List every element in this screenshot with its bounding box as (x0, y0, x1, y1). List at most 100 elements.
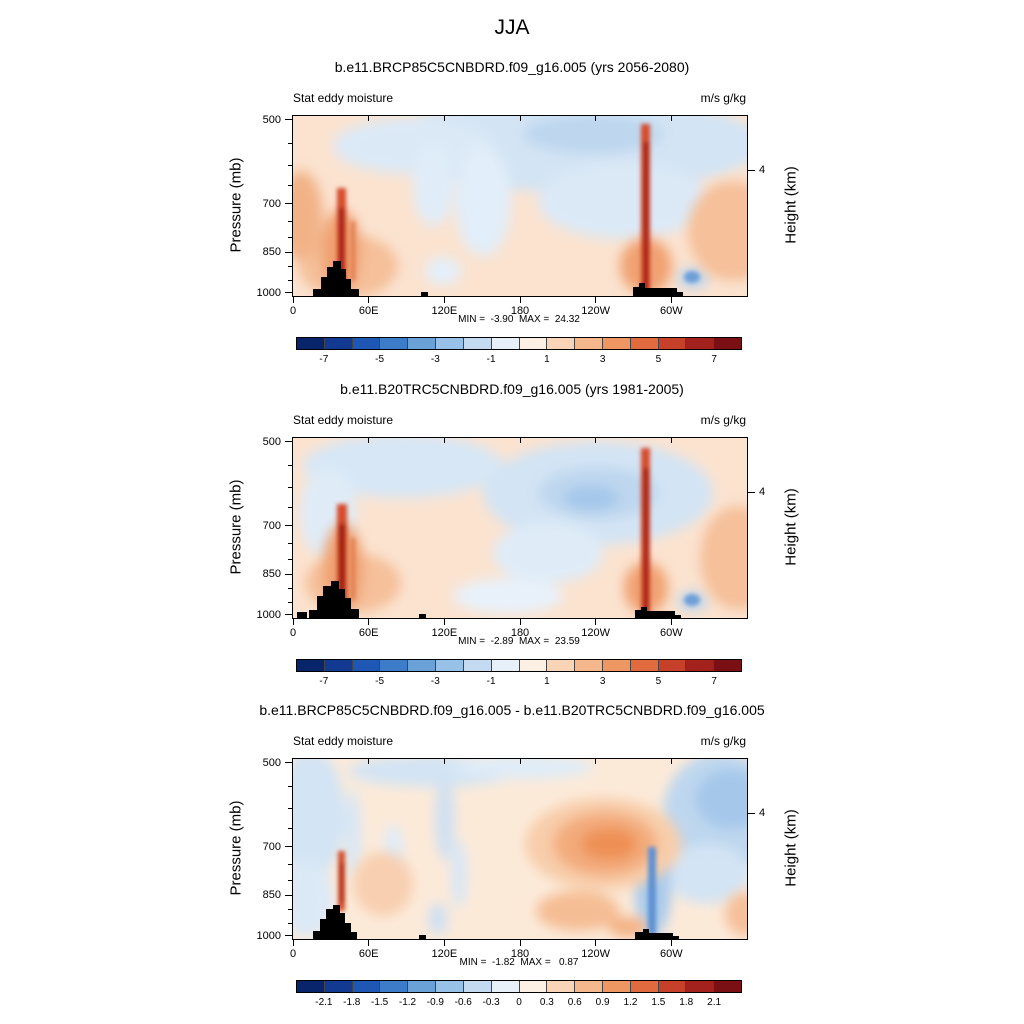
cool-regions (293, 759, 747, 937)
colorbar-segment (686, 981, 715, 992)
colorbar-segment (436, 338, 464, 349)
colorbar-tick-label: 1.8 (679, 997, 694, 1008)
colorbar-segment (630, 338, 659, 349)
colorbar-labels: -7 -5 -3 -1 1 3 5 7 (296, 676, 742, 690)
units-label: m/s g/kg (700, 413, 746, 427)
y-axis-minor-tick (288, 279, 292, 281)
colorbar-segment (491, 981, 520, 992)
colorbar-tick-label: 0 (516, 997, 522, 1008)
colorbar-segment (602, 660, 631, 671)
panel-title: b.e11.BRCP85C5CNBDRD.f09_g16.005 (yrs 20… (334, 59, 690, 75)
field-label: Stat eddy moisture (293, 91, 394, 105)
x-axis-tick (519, 939, 521, 946)
pressure-axis-label: Pressure (mb) (227, 800, 245, 896)
colorbar-segment (436, 981, 464, 992)
colorbar-tick-label: -5 (375, 676, 385, 687)
height-axis-tick-label: 4 (759, 164, 766, 176)
x-axis-tick (292, 296, 294, 303)
x-axis-tick-label: 60W (660, 948, 683, 960)
colorbar-segment (630, 660, 659, 671)
contour-field (293, 438, 747, 618)
y-axis-tick-label: 850 (262, 568, 281, 581)
x-axis-tick (519, 296, 521, 303)
y-axis-minor-tick (288, 558, 292, 560)
min-max-label: MIN = -3.90 MAX = 24.32 (458, 314, 580, 325)
colorbar-segment (714, 660, 741, 671)
height-axis-tick (748, 491, 755, 493)
x-axis-tick (443, 296, 445, 303)
colorbar-segment (575, 338, 603, 349)
colorbar-segment (658, 338, 687, 349)
colorbar-segment (519, 981, 548, 992)
colorbar (296, 659, 742, 672)
height-axis-tick-label: 4 (759, 807, 766, 819)
x-axis-tick-label: 0 (289, 627, 297, 639)
y-axis-tick-label: 850 (262, 246, 281, 259)
y-axis-minor-tick (288, 507, 292, 509)
colorbar-segment (324, 338, 353, 349)
y-axis-minor-tick (288, 236, 292, 238)
colorbar-segment (714, 981, 741, 992)
y-axis-tick-label: 500 (262, 113, 281, 126)
colorbar-segment (324, 981, 353, 992)
colorbar-segment (602, 338, 631, 349)
colorbar-tick-label: 1 (544, 676, 550, 687)
colorbar-segment (463, 338, 492, 349)
colorbar-segment (491, 338, 520, 349)
height-axis-tick-label: 4 (759, 486, 766, 498)
y-axis-tick-label: 500 (262, 435, 281, 448)
x-axis-tick-label: 120E (431, 305, 458, 317)
colorbar-tick-label: -7 (319, 354, 329, 365)
height-axis-label: Height (km) (782, 488, 800, 566)
y-axis-tick-label: 700 (262, 519, 281, 532)
y-axis-tick-label: 500 (262, 756, 281, 769)
y-axis-minor-tick (288, 185, 292, 187)
colorbar-tick-label: -0.3 (482, 997, 500, 1008)
x-axis-tick-label: 120W (581, 627, 611, 639)
y-axis-tick-label: 700 (262, 197, 281, 210)
colorbar-segment (686, 660, 715, 671)
height-axis-tick (748, 169, 755, 171)
colorbar-segment (519, 338, 548, 349)
x-axis-tick-label: 60W (660, 305, 683, 317)
x-axis-top-tick (670, 759, 672, 764)
x-axis-tick-label: 120E (431, 627, 458, 639)
colorbar-tick-label: -7 (319, 676, 329, 687)
plot-area: 500 700 850 1000 0 60E 120E 180 120W 60W 4 (257, 757, 766, 960)
colorbar-segment (297, 660, 325, 671)
x-axis-tick (292, 939, 294, 946)
colorbar-segment (297, 338, 325, 349)
y-axis-minor-tick (288, 828, 292, 830)
x-axis-tick-label: 180 (510, 305, 530, 317)
y-axis-tick-label: 1000 (256, 608, 281, 621)
colorbar-segment (380, 660, 409, 671)
x-axis-top-tick (368, 116, 370, 121)
panel-title: b.e11.B20TRC5CNBDRD.f09_g16.005 (yrs 198… (340, 381, 684, 397)
y-axis-minor-tick (288, 220, 292, 222)
colorbar-tick-label: 0.6 (567, 997, 582, 1008)
x-axis-top-tick (443, 759, 445, 764)
colorbar-tick-label: -1.2 (398, 997, 417, 1008)
y-axis-tick (285, 292, 292, 294)
colorbar-labels: -7 -5 -3 -1 1 3 5 7 (296, 354, 742, 368)
plot-area: 500 700 850 1000 0 60E 120E 180 120W 60W 4 (257, 114, 766, 317)
y-axis-tick (285, 846, 292, 848)
x-axis-tick (443, 939, 445, 946)
x-axis-tick (595, 939, 597, 946)
x-axis-tick-label: 60W (660, 627, 683, 639)
y-axis-minor-tick (288, 922, 292, 924)
colorbar-segment (575, 660, 603, 671)
cool-regions (333, 116, 747, 289)
y-axis-tick (285, 441, 292, 443)
colorbar-segment (352, 981, 381, 992)
colorbar-tick-label: 1.5 (651, 997, 666, 1008)
y-axis-minor-tick (288, 143, 292, 145)
x-axis-top-tick (595, 116, 597, 121)
y-axis-minor-tick (288, 487, 292, 489)
y-axis-minor-tick (288, 542, 292, 544)
colorbar (296, 980, 742, 993)
x-axis-tick (670, 296, 672, 303)
intense-bands (338, 847, 656, 935)
colorbar-segment (547, 981, 576, 992)
